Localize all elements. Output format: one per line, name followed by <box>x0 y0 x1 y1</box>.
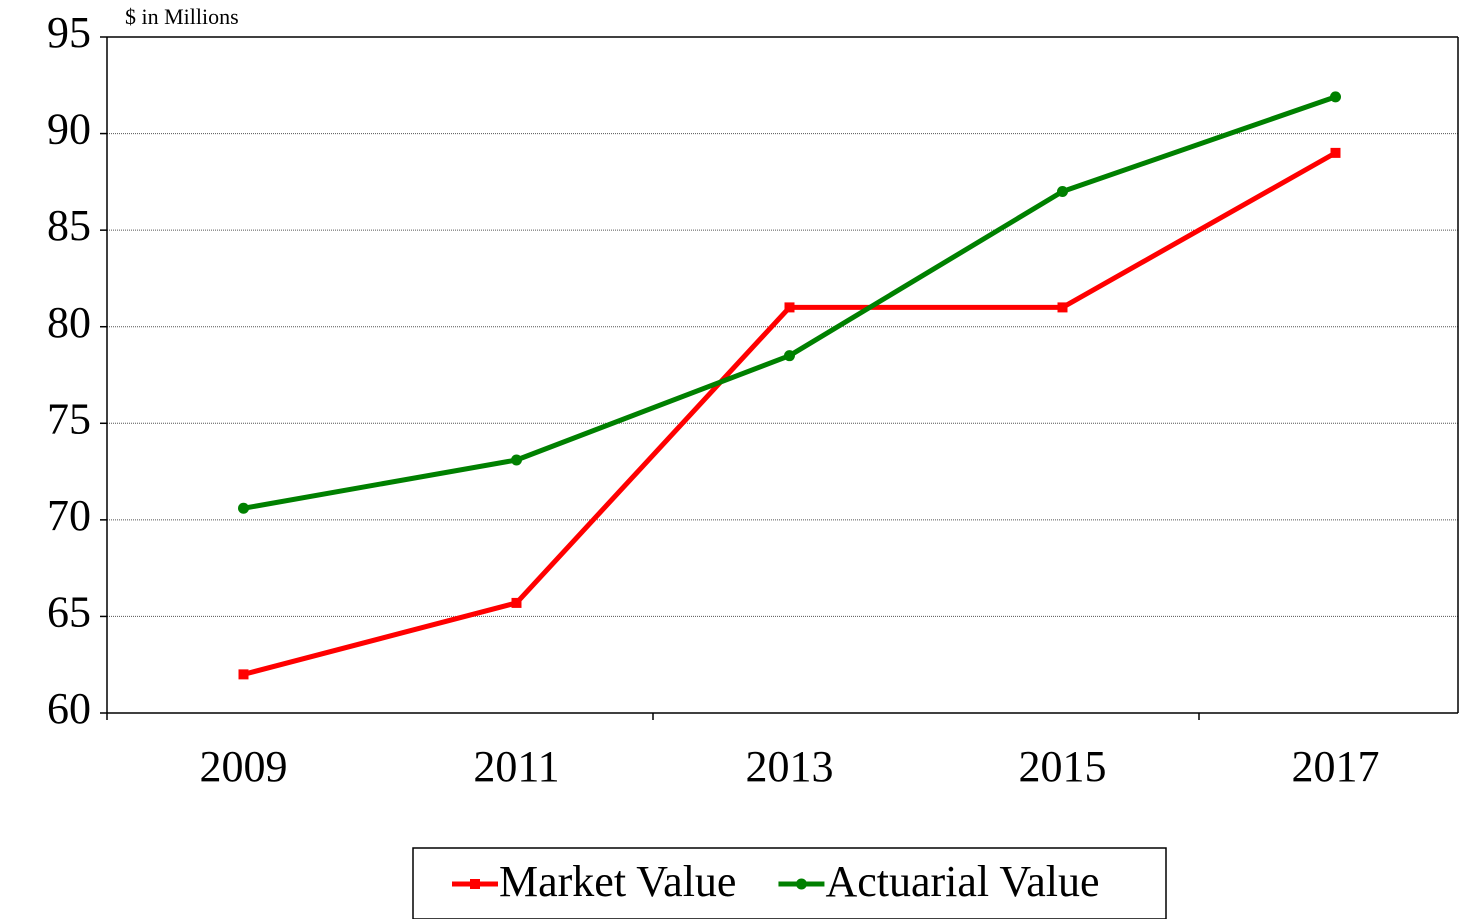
y-axis-label: $ in Millions <box>125 4 239 29</box>
x-tick-label: 2013 <box>746 742 834 791</box>
marker <box>784 350 795 362</box>
legend-label: Actuarial Value <box>825 857 1099 906</box>
marker <box>795 878 807 890</box>
marker <box>470 879 480 889</box>
y-tick-label: 80 <box>47 298 91 347</box>
marker <box>1330 147 1341 158</box>
marker <box>238 502 249 514</box>
marker <box>1057 186 1068 198</box>
y-tick-label: 90 <box>47 105 91 154</box>
legend: Market Value Actuarial Value <box>412 847 1167 919</box>
y-tick-label: 75 <box>47 394 91 443</box>
legend-label: Market Value <box>499 857 736 906</box>
y-tick-label: 65 <box>47 588 91 637</box>
marker <box>1330 91 1341 103</box>
y-tick-label: 85 <box>47 201 91 250</box>
marker <box>784 302 795 313</box>
x-tick-label: 2009 <box>200 742 288 791</box>
marker <box>511 454 522 466</box>
line <box>242 150 1337 677</box>
y-tick-label: 70 <box>47 491 91 540</box>
marker <box>511 597 522 608</box>
marker <box>238 669 249 680</box>
marker <box>1057 302 1068 313</box>
x-tick-label: 2017 <box>1292 742 1380 791</box>
x-tick-label: 2011 <box>473 742 559 791</box>
y-tick-label: 60 <box>47 684 91 733</box>
y-tick-label: 95 <box>47 8 91 57</box>
x-tick-label: 2015 <box>1019 742 1107 791</box>
